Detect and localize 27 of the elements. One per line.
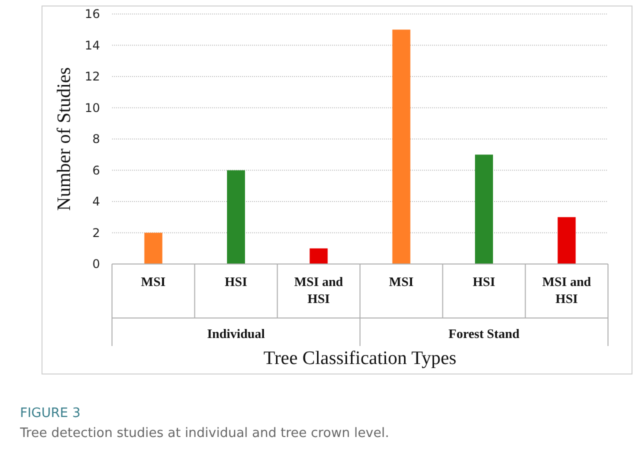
y-tick-label: 10 (84, 100, 100, 115)
bar (558, 217, 576, 264)
bar (475, 154, 493, 264)
y-tick-label: 8 (92, 132, 100, 146)
x-tick-label: HSI (224, 274, 248, 289)
x-tick-label: MSI (141, 274, 166, 289)
x-tick-label: MSI (389, 274, 414, 289)
y-tick-label: 12 (84, 70, 100, 84)
y-tick-label: 6 (92, 163, 100, 178)
text: Individual (207, 326, 266, 341)
y-tick-label: 0 (92, 257, 100, 272)
y-axis-title: Number of Studies (54, 67, 75, 211)
y-tick-label: 16 (84, 7, 100, 22)
x-axis-title: Tree Classification Types (264, 348, 456, 369)
text: Tree detection studies at individual and tree crown level. (19, 426, 390, 441)
bar (310, 248, 328, 264)
bar (392, 30, 410, 264)
y-tick-label: 4 (92, 194, 100, 209)
y-tick-label: 14 (84, 38, 100, 52)
bar (144, 232, 162, 264)
x-tick-label: HSI (472, 274, 496, 289)
bar (227, 170, 245, 264)
text: Forest Stand (448, 326, 520, 341)
x-tick-label: MSI and HSI (294, 274, 344, 306)
x-tick-label: MSI and HSI (542, 274, 592, 306)
text: FIGURE 3 (20, 406, 81, 421)
y-tick-label: 2 (92, 226, 100, 240)
